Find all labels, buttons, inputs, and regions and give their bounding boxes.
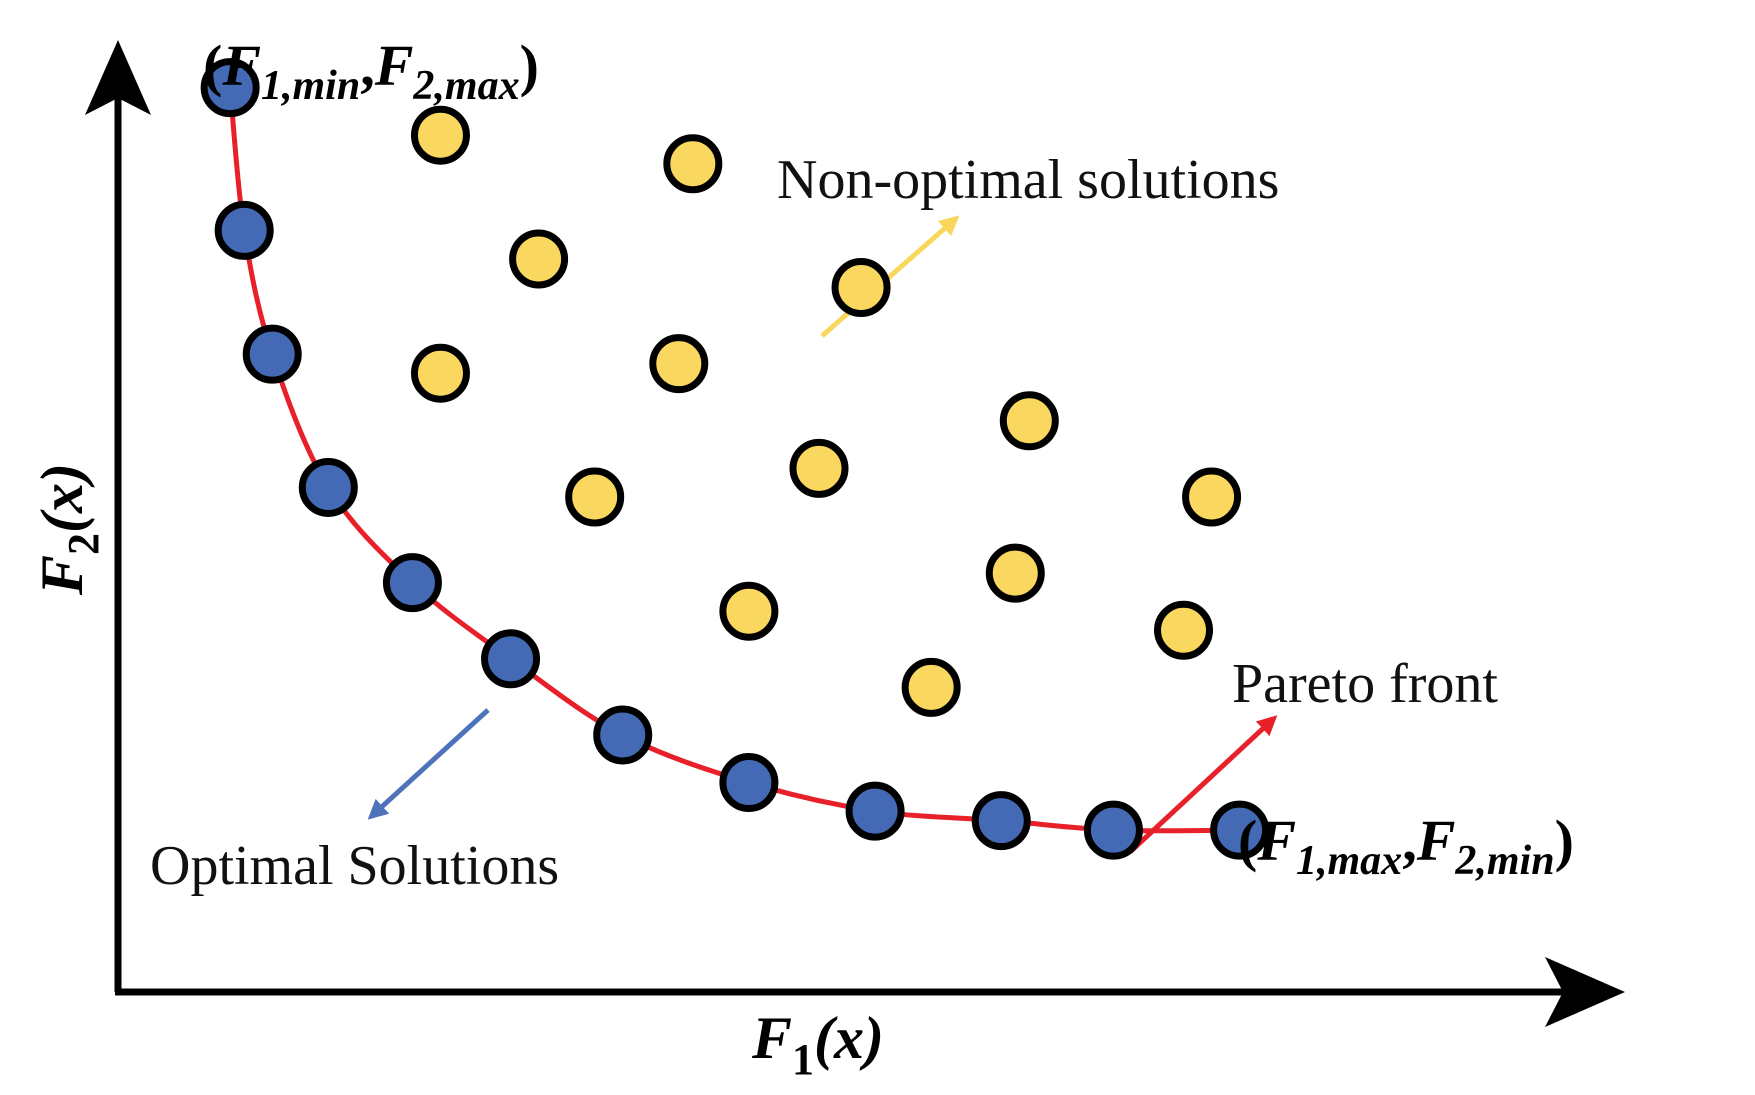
optimal-series [200,58,1270,860]
non-optimal-point-13 [1154,600,1214,660]
non-optimal-point-4 [831,258,891,318]
non-optimal-point-3 [509,229,569,289]
x-axis-label: F1(x) [751,1005,884,1084]
pareto-front-label: Pareto front [1232,653,1498,715]
optimal-point-10 [971,791,1031,851]
non-optimal-label: Non-optimal solutions [777,149,1279,211]
f2-subscript: 2,max [412,63,519,109]
y-axis-label: F2(x) [29,463,108,596]
x-axis-symbol: F [751,1005,792,1071]
y-axis-argument: (x) [29,463,95,533]
non-optimal-point-12 [719,581,779,641]
f1-subscript: 1,min [261,63,360,109]
non-optimal-series [410,105,1242,717]
optimal-label: Optimal Solutions [150,835,559,897]
corner-label-bottom-right: (F1,max,F2,min) [1238,808,1574,884]
non-optimal-point-2 [663,134,723,194]
f1-subscript: 1,max [1296,838,1402,884]
optimal-point-8 [719,753,779,813]
f2-subscript: 2,min [1454,838,1554,884]
x-axis-argument: (x) [814,1005,884,1071]
axes [85,40,1625,1027]
optimal-point-6 [481,629,541,689]
non-optimal-point-9 [565,467,625,527]
non-optimal-point-10 [1182,467,1242,527]
paren-close: ) [1555,808,1574,873]
comma: , [1402,808,1417,873]
f2-symbol: F [374,33,414,98]
optimal-point-7 [593,705,653,765]
non-optimal-point-8 [789,438,849,498]
optimal-point-4 [298,457,358,517]
optimal-point-3 [242,324,302,384]
f1-symbol: F [221,33,261,98]
f1-symbol: F [1256,808,1296,873]
non-optimal-point-14 [901,657,961,717]
non-optimal-point-1 [410,105,470,165]
optimal-point-2 [214,200,274,260]
non-optimal-point-5 [410,343,470,403]
optimal-point-5 [382,553,442,613]
pareto-front-arrow [1128,715,1278,854]
optimal-point-9 [845,781,905,841]
optimal-point-11 [1083,800,1143,860]
optimal-point-1 [200,58,260,118]
comma: , [360,33,375,98]
y-axis-arrowhead [85,40,151,115]
f2-symbol: F [1416,808,1456,873]
optimal-point-12 [1210,800,1270,860]
y-axis-symbol: F [29,555,95,596]
optimal-arrow [367,708,490,820]
y-axis-subscript: 2 [59,533,108,555]
non-optimal-point-7 [999,391,1059,451]
paren-open: ( [1238,808,1257,873]
paren-open: ( [203,33,222,98]
non-optimal-point-11 [985,543,1045,603]
non-optimal-point-6 [649,334,709,394]
x-axis-subscript: 1 [792,1035,814,1084]
x-axis-arrowhead [1545,957,1625,1027]
corner-label-top-left: (F1,min,F2,max) [203,33,539,109]
paren-close: ) [520,33,539,98]
